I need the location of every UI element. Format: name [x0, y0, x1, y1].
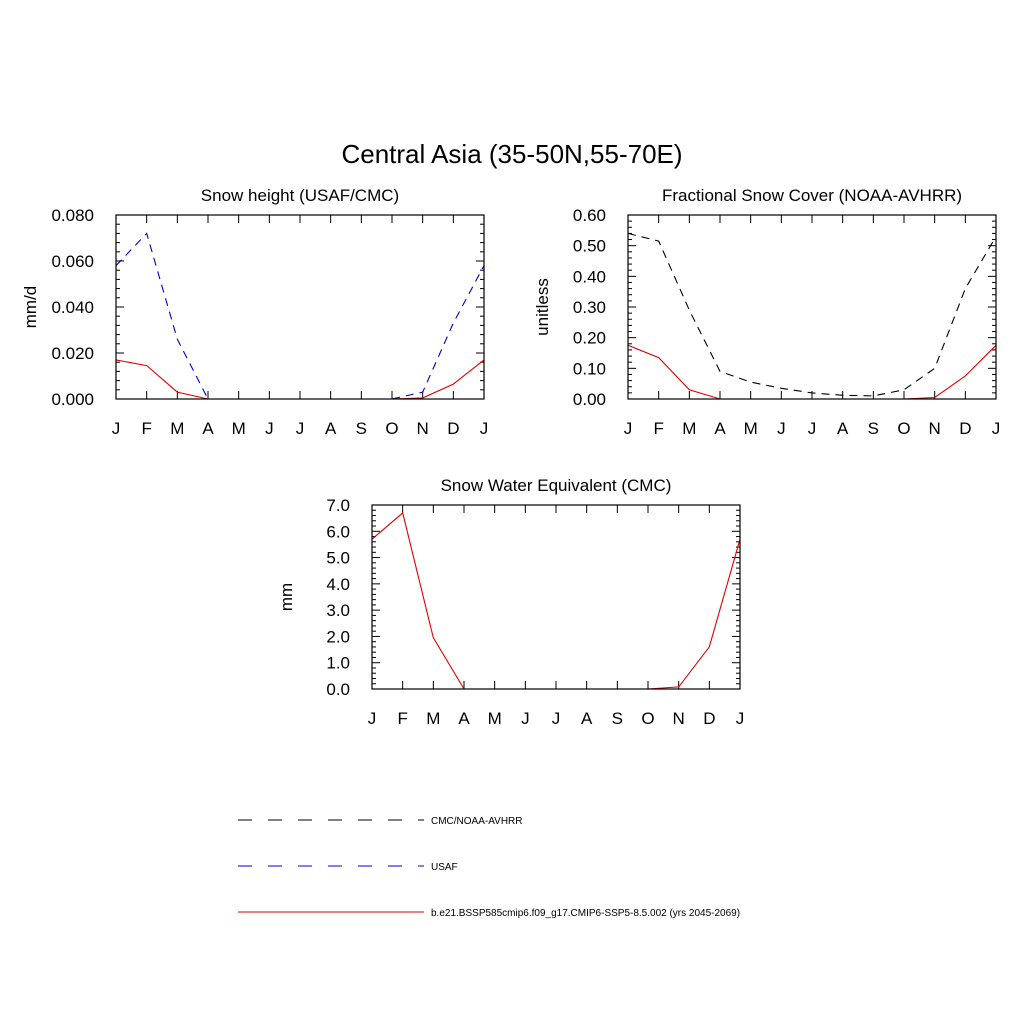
x-tick-label: J — [112, 419, 121, 438]
plot-frame — [371, 504, 741, 690]
x-tick-label: M — [170, 419, 184, 438]
x-tick-label: M — [426, 709, 440, 728]
plot-frame — [115, 214, 485, 400]
y-tick-label: 0.30 — [573, 298, 606, 317]
y-axis-label: mm — [277, 583, 296, 611]
x-tick-label: D — [959, 419, 971, 438]
x-tick-label: N — [417, 419, 429, 438]
x-tick-label: D — [447, 419, 459, 438]
x-tick-label: N — [929, 419, 941, 438]
x-tick-label: J — [296, 419, 305, 438]
x-tick-label: M — [232, 419, 246, 438]
x-tick-label: J — [736, 709, 745, 728]
legend-label: USAF — [431, 862, 458, 873]
x-tick-label: S — [356, 419, 367, 438]
x-tick-label: A — [714, 419, 726, 438]
y-tick-label: 1.0 — [326, 654, 350, 673]
y-tick-label: 2.0 — [326, 627, 350, 646]
x-tick-label: A — [458, 709, 470, 728]
y-tick-label: 0.040 — [51, 298, 94, 317]
y-tick-label: 0.080 — [51, 206, 94, 225]
y-tick-label: 0.50 — [573, 237, 606, 256]
panel-title: Snow height (USAF/CMC) — [201, 186, 399, 205]
x-tick-label: A — [837, 419, 849, 438]
x-tick-label: S — [868, 419, 879, 438]
x-tick-label: M — [744, 419, 758, 438]
y-axis-label: unitless — [533, 278, 552, 336]
series-line — [627, 344, 997, 400]
x-tick-label: F — [141, 419, 151, 438]
y-tick-label: 7.0 — [326, 496, 350, 515]
y-tick-label: 0.0 — [326, 680, 350, 699]
x-tick-label: O — [897, 419, 910, 438]
x-tick-label: J — [808, 419, 817, 438]
y-tick-label: 6.0 — [326, 522, 350, 541]
series-line — [627, 232, 997, 397]
legend: CMC/NOAA-AVHRR USAF b.e21.BSSP585cmip6.f09… — [238, 816, 740, 919]
y-tick-label: 0.20 — [573, 329, 606, 348]
x-tick-label: O — [641, 709, 654, 728]
y-tick-label: 4.0 — [326, 575, 350, 594]
x-tick-label: A — [202, 419, 214, 438]
series-line — [371, 511, 741, 690]
x-tick-label: M — [682, 419, 696, 438]
x-tick-label: N — [673, 709, 685, 728]
y-tick-label: 0.60 — [573, 206, 606, 225]
y-tick-label: 0.00 — [573, 390, 606, 409]
x-tick-label: A — [581, 709, 593, 728]
plot-frame — [627, 214, 997, 400]
x-tick-label: S — [612, 709, 623, 728]
panel-snow-height: Snow height (USAF/CMC)mm/dJ F M A M J J A S O N D J0… — [21, 186, 488, 438]
y-tick-label: 0.060 — [51, 252, 94, 271]
x-tick-label: J — [777, 419, 786, 438]
x-tick-label: J — [368, 709, 377, 728]
legend-label: CMC/NOAA-AVHRR — [431, 816, 522, 827]
y-tick-label: 3.0 — [326, 601, 350, 620]
x-tick-label: F — [397, 709, 407, 728]
x-tick-label: F — [653, 419, 663, 438]
y-tick-label: 0.40 — [573, 267, 606, 286]
x-tick-label: J — [552, 709, 561, 728]
panel-fractional-snow-cover: Fractional Snow Cover (NOAA-AVHRR) unitle… — [533, 186, 1000, 438]
y-tick-label: 0.020 — [51, 344, 94, 363]
x-tick-label: D — [703, 709, 715, 728]
x-tick-label: J — [992, 419, 1001, 438]
y-tick-label: 0.000 — [51, 390, 94, 409]
x-tick-label: J — [265, 419, 274, 438]
x-tick-label: J — [480, 419, 489, 438]
x-tick-label: J — [624, 419, 633, 438]
y-tick-label: 5.0 — [326, 549, 350, 568]
x-tick-label: M — [488, 709, 502, 728]
figure-title: Central Asia (35-50N,55-70E) — [341, 139, 682, 169]
x-tick-label: O — [385, 419, 398, 438]
y-axis-label: mm/d — [21, 286, 40, 329]
panel-title: Fractional Snow Cover (NOAA-AVHRR) — [662, 186, 962, 205]
series-line — [115, 232, 485, 400]
x-tick-label: A — [325, 419, 337, 438]
y-tick-label: 0.10 — [573, 359, 606, 378]
legend-label: b.e21.BSSP585cmip6.f09_g17.CMIP6-SSP5-8.… — [431, 908, 740, 919]
x-tick-label: J — [521, 709, 530, 728]
panel-snow-water-equivalent: Snow Water Equivalent (CMC)mmJ F M A M J J A S O N… — [277, 476, 744, 728]
panel-title: Snow Water Equivalent (CMC) — [441, 476, 672, 495]
